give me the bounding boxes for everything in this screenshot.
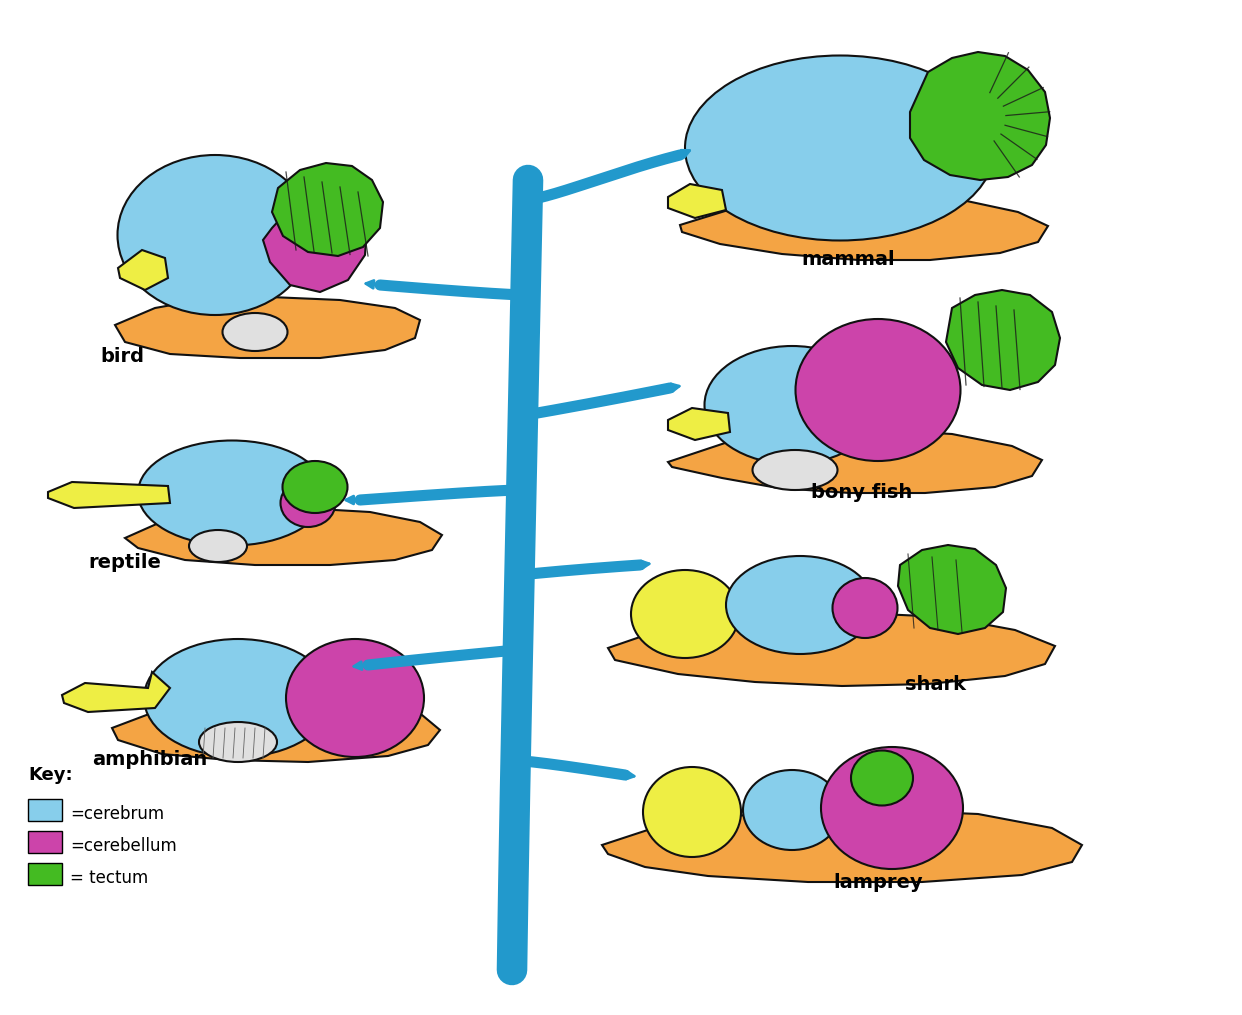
Polygon shape [125, 508, 442, 565]
Text: amphibian: amphibian [92, 750, 207, 769]
Ellipse shape [727, 556, 874, 654]
Polygon shape [910, 52, 1049, 180]
Ellipse shape [821, 747, 963, 869]
Polygon shape [898, 545, 1006, 634]
FancyBboxPatch shape [29, 831, 62, 853]
Polygon shape [48, 482, 170, 508]
Text: shark: shark [904, 675, 965, 694]
Ellipse shape [753, 450, 837, 490]
FancyBboxPatch shape [29, 863, 62, 885]
Polygon shape [62, 672, 170, 712]
Polygon shape [946, 290, 1059, 390]
Ellipse shape [743, 770, 841, 850]
Ellipse shape [704, 346, 879, 464]
Ellipse shape [144, 639, 332, 757]
Ellipse shape [832, 578, 898, 638]
Text: =cerebrum: =cerebrum [70, 805, 164, 823]
Ellipse shape [851, 750, 913, 806]
FancyBboxPatch shape [29, 799, 62, 821]
Text: mammal: mammal [801, 250, 894, 269]
Ellipse shape [795, 319, 960, 461]
Text: bird: bird [101, 347, 144, 366]
Text: Key:: Key: [29, 766, 72, 784]
Ellipse shape [631, 570, 739, 658]
Polygon shape [668, 184, 727, 218]
Ellipse shape [686, 56, 995, 241]
Polygon shape [681, 196, 1048, 260]
Text: = tectum: = tectum [70, 869, 148, 887]
Text: =cerebellum: =cerebellum [70, 837, 176, 855]
Polygon shape [272, 163, 383, 256]
Ellipse shape [643, 767, 741, 857]
Ellipse shape [282, 461, 348, 513]
Polygon shape [118, 250, 168, 290]
Ellipse shape [222, 313, 287, 351]
Polygon shape [609, 613, 1054, 686]
Polygon shape [668, 430, 1042, 493]
Text: lamprey: lamprey [833, 873, 923, 892]
Ellipse shape [286, 639, 424, 757]
Polygon shape [112, 698, 440, 762]
Polygon shape [263, 195, 366, 292]
Text: reptile: reptile [88, 553, 161, 572]
Ellipse shape [199, 722, 277, 762]
Ellipse shape [189, 530, 247, 562]
Ellipse shape [281, 479, 335, 527]
Polygon shape [116, 297, 420, 358]
Polygon shape [668, 408, 730, 439]
Text: bony fish: bony fish [811, 483, 913, 502]
Polygon shape [602, 810, 1082, 882]
Ellipse shape [138, 441, 325, 545]
Ellipse shape [118, 155, 313, 315]
